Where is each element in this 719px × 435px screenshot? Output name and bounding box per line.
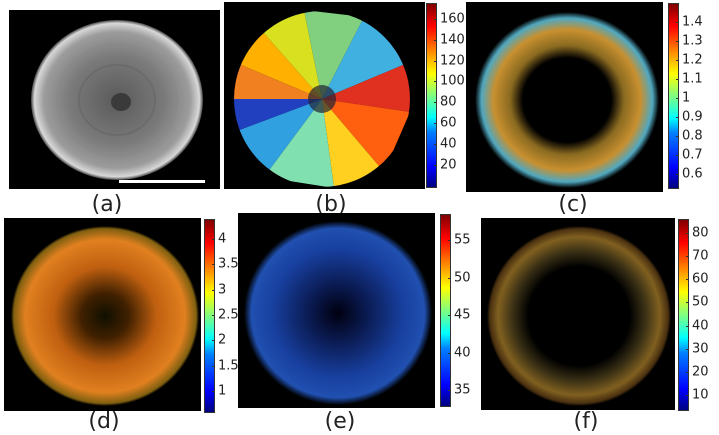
colorbar-tick-label: 60 — [440, 115, 457, 131]
panel-c-caption: (c) — [558, 192, 588, 217]
cell-grayscale-image — [31, 20, 203, 180]
colorbar-tick-label: 3 — [218, 282, 227, 298]
colorbar-tick-label: 70 — [692, 248, 709, 264]
colorbar-tick-label: 3.5 — [218, 256, 239, 272]
panel-f-colorbar — [678, 219, 689, 411]
panel-c-colorbar — [668, 3, 679, 189]
ring-map-f — [487, 226, 671, 406]
colorbar-tick-mark — [212, 264, 215, 266]
colorbar-tick-label: 1.5 — [218, 358, 239, 374]
panel-b-image — [224, 2, 425, 189]
scale-bar — [119, 180, 205, 183]
colorbar-tick-label: 45 — [454, 307, 471, 323]
colorbar-tick-mark — [676, 78, 679, 80]
colorbar-tick-mark — [676, 40, 679, 42]
ring-map-e — [244, 221, 432, 405]
ring-map-c — [475, 12, 659, 188]
panel-e-caption: (e) — [324, 409, 356, 434]
colorbar-tick-label: 1.1 — [682, 71, 703, 87]
panel-f-caption: (f) — [573, 409, 599, 434]
colorbar-tick-label: 0.6 — [682, 166, 703, 182]
colorbar-tick-label: 30 — [692, 341, 709, 357]
colorbar-tick-label: 60 — [692, 271, 709, 287]
colorbar-tick-mark — [434, 123, 437, 125]
colorbar-tick-label: 20 — [440, 157, 457, 173]
colorbar-tick-mark — [434, 165, 437, 167]
colorbar-tick-label: 20 — [692, 364, 709, 380]
colorbar-tick-mark — [212, 239, 215, 241]
colorbar-tick-mark — [212, 340, 215, 342]
colorbar-tick-mark — [676, 154, 679, 156]
colorbar-tick-label: 80 — [692, 225, 709, 241]
colorbar-tick-mark — [676, 97, 679, 99]
colorbar-tick-label: 1.4 — [682, 14, 703, 30]
colorbar-tick-mark — [448, 277, 451, 279]
panel-e-colorbar — [440, 214, 451, 407]
colorbar-tick-label: 40 — [440, 136, 457, 152]
orientation-map — [234, 11, 410, 187]
panel-b-caption: (b) — [315, 192, 347, 217]
colorbar-tick-mark — [434, 81, 437, 83]
colorbar-tick-mark — [686, 302, 689, 304]
colorbar-tick-label: 1 — [218, 383, 227, 399]
colorbar-tick-label: 80 — [440, 94, 457, 110]
colorbar-tick-mark — [686, 256, 689, 258]
panel-e-image — [238, 213, 435, 408]
colorbar-tick-label: 0.9 — [682, 109, 703, 125]
colorbar-tick-mark — [212, 390, 215, 392]
colorbar-tick-mark — [676, 173, 679, 175]
colorbar-tick-label: 0.7 — [682, 147, 703, 163]
panel-d-colorbar — [204, 219, 215, 413]
colorbar-tick-mark — [686, 395, 689, 397]
panel-d-image — [4, 218, 201, 411]
colorbar-tick-label: 50 — [692, 294, 709, 310]
colorbar-tick-mark — [676, 135, 679, 137]
colorbar-tick-label: 50 — [454, 270, 471, 286]
colorbar-tick-mark — [686, 348, 689, 350]
panel-d-caption: (d) — [88, 409, 120, 434]
colorbar-tick-mark — [686, 279, 689, 281]
colorbar-tick-mark — [686, 325, 689, 327]
colorbar-tick-mark — [448, 390, 451, 392]
colorbar-tick-label: 1.2 — [682, 52, 703, 68]
colorbar-tick-label: 35 — [454, 382, 471, 398]
colorbar-tick-mark — [434, 144, 437, 146]
colorbar-tick-label: 40 — [454, 345, 471, 361]
colorbar-tick-mark — [676, 116, 679, 118]
panel-b-colorbar — [426, 3, 437, 188]
colorbar-tick-mark — [448, 315, 451, 317]
colorbar-tick-label: 140 — [440, 32, 465, 48]
colorbar-tick-mark — [448, 352, 451, 354]
colorbar-tick-label: 55 — [454, 232, 471, 248]
colorbar-tick-mark — [676, 59, 679, 61]
colorbar-tick-mark — [434, 60, 437, 62]
panel-c-image — [466, 2, 663, 192]
colorbar-tick-label: 0.8 — [682, 128, 703, 144]
colorbar-tick-label: 4 — [218, 231, 227, 247]
colorbar-tick-mark — [212, 289, 215, 291]
colorbar-tick-mark — [434, 102, 437, 104]
colorbar-tick-label: 1 — [682, 90, 691, 106]
panel-a-image — [9, 10, 220, 189]
colorbar-tick-label: 1.3 — [682, 33, 703, 49]
ring-map-d — [11, 226, 199, 406]
colorbar-tick-mark — [212, 315, 215, 316]
colorbar-tick-mark — [434, 18, 437, 20]
colorbar-tick-mark — [686, 371, 689, 373]
colorbar-tick-mark — [434, 39, 437, 41]
panel-a-caption: (a) — [91, 192, 123, 217]
colorbar-tick-mark — [212, 365, 215, 367]
colorbar-tick-label: 2 — [218, 332, 227, 348]
colorbar-tick-mark — [448, 240, 451, 242]
colorbar-tick-label: 40 — [692, 318, 709, 334]
colorbar-tick-label: 100 — [440, 73, 465, 89]
colorbar-tick-label: 10 — [692, 387, 709, 403]
colorbar-tick-label: 2.5 — [218, 307, 239, 323]
panel-f-image — [481, 218, 675, 410]
colorbar-tick-mark — [676, 21, 679, 23]
colorbar-tick-label: 120 — [440, 53, 465, 68]
colorbar-tick-label: 160 — [440, 11, 465, 27]
colorbar-tick-mark — [686, 232, 689, 234]
